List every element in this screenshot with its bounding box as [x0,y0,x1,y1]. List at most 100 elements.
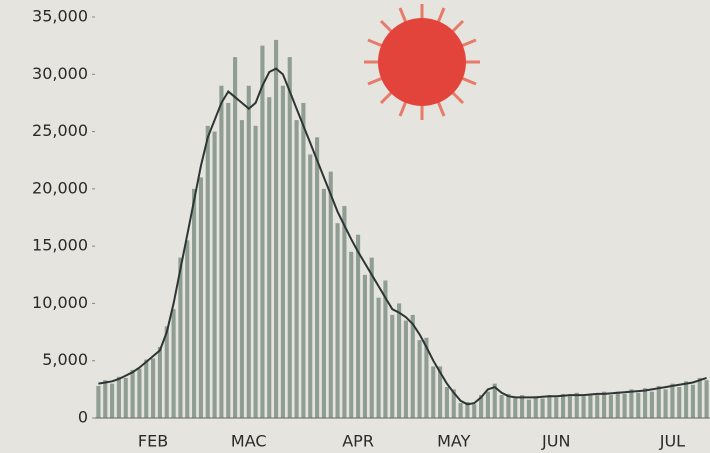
y-tick-label: 0 [78,408,88,427]
bar [506,394,510,418]
bar [226,103,230,418]
bar [616,392,620,418]
bar [588,394,592,418]
bar [144,360,148,418]
bar [636,393,640,418]
bar [623,394,627,418]
bar [322,189,326,418]
bar [172,309,176,418]
bar [520,395,524,418]
bar [117,377,121,418]
bar [315,137,319,418]
bar [110,384,114,418]
x-tick-label: APR [342,432,374,451]
bar [213,132,217,418]
bar [459,403,463,418]
bar [295,120,299,418]
bar [513,399,517,418]
bar [342,206,346,418]
y-tick-label: 5,000 [42,350,88,369]
bar [445,387,449,418]
bar [643,388,647,418]
bar [377,298,381,418]
bar [329,172,333,418]
bar [336,223,340,418]
page: 0 5,000 10,000 15,000 20,000 25,000 30,000 35,0… [0,0,710,453]
bar [568,396,572,418]
x-tick-label: MAC [231,432,267,451]
bar [247,86,251,418]
y-tick-label: 35,000 [32,7,88,26]
bar [185,240,189,418]
x-tick-label: MAY [437,432,471,451]
bar [486,392,490,418]
bar [404,321,408,418]
y-tick-label: 20,000 [32,178,88,197]
y-tick-label: 30,000 [32,64,88,83]
x-tick-label: JUL [659,432,685,451]
bar [472,404,476,418]
bar [534,396,538,418]
bar [131,370,135,418]
bar [527,400,531,418]
bar [240,120,244,418]
bar [650,392,654,418]
chart: 0 5,000 10,000 15,000 20,000 25,000 30,000 35,0… [0,0,710,453]
bar [288,57,292,418]
bar [151,358,155,418]
bar [582,396,586,418]
bar [684,381,688,418]
bar [281,86,285,418]
bar [192,189,196,418]
bar [274,40,278,418]
bar [363,275,367,418]
bar [629,389,633,418]
bar [260,46,264,418]
x-tick-label: JUN [541,432,570,451]
bar [178,258,182,418]
bar [664,389,668,418]
bar [595,395,599,418]
bar [219,86,223,418]
bar [541,399,545,418]
bar [705,380,709,418]
bar [96,386,100,418]
bar [301,103,305,418]
virus-icon [364,4,480,120]
bar [356,235,360,418]
bar [199,177,203,418]
bar [561,394,565,418]
x-tick-label: FEB [138,432,168,451]
bar [609,395,613,418]
bar [677,387,681,418]
bar [254,126,258,418]
bar [691,385,695,418]
bar [308,154,312,418]
bar [500,395,504,418]
y-tick-label: 15,000 [32,236,88,255]
bar [165,326,169,418]
bar [233,57,237,418]
bar [206,126,210,418]
bar [137,369,141,418]
bar [411,315,415,418]
bar [670,384,674,418]
bar [547,395,551,418]
bar [158,347,162,418]
y-tick-label: 10,000 [32,293,88,312]
bar [418,340,422,418]
bar [431,366,435,418]
bar [124,378,128,418]
bar [575,393,579,418]
y-tick-label: 25,000 [32,121,88,140]
bar [554,397,558,418]
bar [370,258,374,418]
bar [397,303,401,418]
bar [349,252,353,418]
bar [103,380,107,418]
bar [698,378,702,418]
bar [267,97,271,418]
bar [390,315,394,418]
bar [657,386,661,418]
bar [602,392,606,418]
